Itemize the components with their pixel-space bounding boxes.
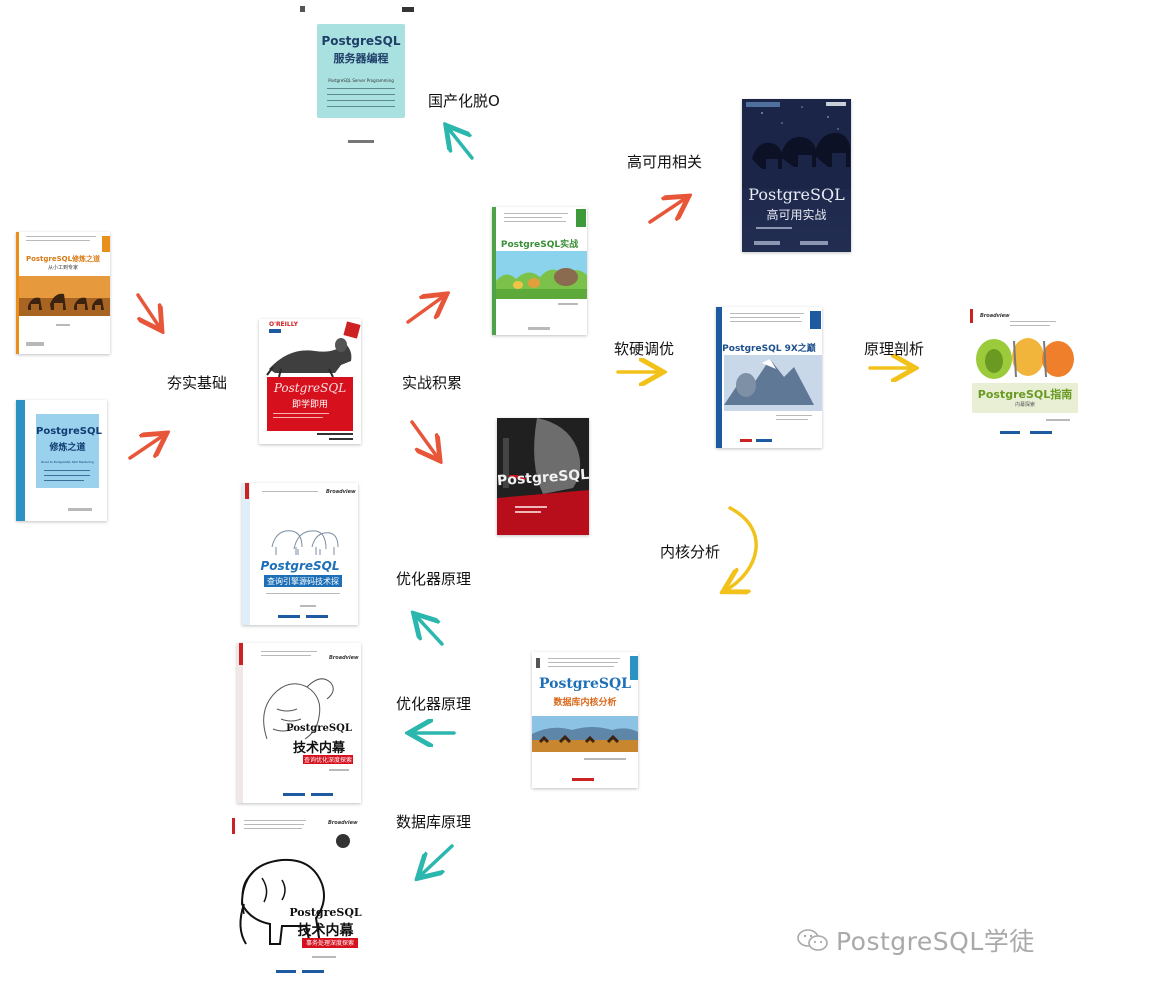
- arrow-to-query-engine: [416, 616, 444, 646]
- jixue-title: PostgreSQL: [273, 381, 347, 395]
- insider-opt-elephant-image: [263, 678, 334, 740]
- arrow-xiulian-to-hangshi: [136, 293, 160, 328]
- book-9x: PostgreSQL 9X之巅: [716, 307, 822, 448]
- insider-tx-tag: 事务处理深度探索: [305, 940, 354, 947]
- label-ruanying: 软硬调优: [614, 340, 675, 358]
- book-guide: Broadview PostgreSQL指南 内幕探索: [970, 309, 1080, 442]
- book-practice: PostgreSQL实战: [492, 207, 587, 335]
- guide-subtitle: 内幕探索: [1014, 402, 1035, 408]
- kernel-title: PostgreSQL: [538, 676, 632, 692]
- arrow-to-insider-tx: [420, 844, 454, 876]
- jixue-animal-image: [266, 338, 352, 377]
- book-jixue: O'REILLY PostgreSQL 即学即用: [259, 319, 361, 444]
- book-insider-opt: Broadview PostgreSQL 技术内幕 查询优化深度探索: [237, 643, 361, 803]
- insider-tx-title: PostgreSQL: [289, 906, 362, 919]
- label-yuanli: 原理剖析: [864, 340, 925, 358]
- server-programming-subtitle: 服务器编程: [333, 52, 389, 65]
- kernel-savanna-image: [532, 716, 638, 752]
- book-xiulian-blue: PostgreSQL 修炼之道 Road to PostgreSQL Skill…: [16, 400, 107, 521]
- label-youhuaqi-1: 优化器原理: [396, 570, 472, 588]
- xiulian-orange-title: PostgreSQL修炼之道: [25, 255, 101, 263]
- label-hangshi: 夯实基础: [167, 374, 228, 392]
- label-youhuaqi-2: 优化器原理: [396, 695, 472, 713]
- label-shujuku: 数据库原理: [396, 813, 472, 831]
- book-insider-tx: Broadview PostgreSQL 技术内幕 事务处理深度探索: [232, 814, 363, 980]
- ha-subtitle: 高可用实战: [766, 208, 827, 222]
- book-kernel: PostgreSQL 数据库内核分析: [532, 652, 638, 788]
- arrow-to-practice: [406, 296, 444, 324]
- kernel-subtitle: 数据库内核分析: [553, 698, 617, 708]
- arrow-to-dark-book: [410, 420, 438, 458]
- book-query-engine: Broadview PostgreSQL 查询引擎源码技术探析: [242, 483, 358, 625]
- watermark: PostgreSQL学徒: [796, 922, 1035, 958]
- xiulian-orange-subtitle: 从小工到专家: [47, 265, 78, 271]
- guide-title: PostgreSQL指南: [977, 388, 1073, 401]
- arrow-to-kernel: [726, 506, 758, 590]
- 9x-title: PostgreSQL 9X之巅: [722, 344, 816, 354]
- practice-jungle-image: [496, 251, 587, 299]
- jixue-brand: O'REILLY: [269, 321, 298, 328]
- label-gaokeyong: 高可用相关: [627, 153, 703, 171]
- query-engine-brand: Broadview: [326, 489, 356, 495]
- insider-tx-subtitle: 技术内幕: [297, 923, 354, 939]
- server-programming-title: PostgreSQL: [321, 34, 401, 48]
- arrow-to-ha: [648, 198, 686, 224]
- query-engine-elephants-image: [271, 530, 339, 555]
- insider-opt-title: PostgreSQL: [286, 723, 352, 734]
- insider-tx-brand: Broadview: [328, 820, 358, 826]
- 9x-mountain-image: [724, 355, 822, 411]
- wechat-icon: [796, 927, 830, 953]
- insider-opt-tag: 查询优化深度探索: [303, 757, 352, 764]
- watermark-text: PostgreSQL学徒: [836, 927, 1035, 956]
- book-ha: PostgreSQL 高可用实战: [742, 99, 851, 252]
- xiulian-orange-image: [19, 276, 110, 316]
- book-server-programming: PostgreSQL 服务器编程 PostgreSQL Server Progr…: [300, 4, 422, 152]
- label-shizhan: 实战积累: [402, 374, 463, 392]
- ha-elephants-image: [742, 99, 851, 189]
- guide-fruit-image: [976, 338, 1074, 379]
- practice-title: PostgreSQL实战: [500, 240, 579, 250]
- arrow-xiulian2-to-hangshi: [128, 435, 164, 460]
- query-engine-title: PostgreSQL: [260, 559, 340, 573]
- insider-opt-brand: Broadview: [329, 655, 359, 661]
- xiulian-blue-en: Road to PostgreSQL Skill Mastering: [41, 460, 94, 464]
- label-neihe: 内核分析: [660, 543, 721, 561]
- insider-tx-elephant-image: [239, 858, 325, 945]
- xiulian-blue-title: PostgreSQL: [36, 426, 102, 437]
- insider-opt-subtitle: 技术内幕: [292, 741, 345, 756]
- label-guochanhua: 国产化脱O: [428, 92, 500, 110]
- arrow-to-server-programming: [448, 128, 474, 160]
- query-engine-subtitle: 查询引擎源码技术探析: [267, 577, 339, 597]
- dark-elephant-image: [497, 418, 589, 535]
- book-xiulian-orange: PostgreSQL修炼之道 从小工到专家: [16, 232, 110, 354]
- ha-title: PostgreSQL: [748, 185, 845, 204]
- jixue-subtitle: 即学即用: [291, 400, 328, 410]
- book-dark: PostgreSQL: [497, 418, 589, 535]
- server-programming-en: PostgreSQL Server Programming: [328, 78, 394, 83]
- xiulian-blue-subtitle: 修炼之道: [49, 443, 86, 453]
- guide-brand: Broadview: [980, 313, 1010, 319]
